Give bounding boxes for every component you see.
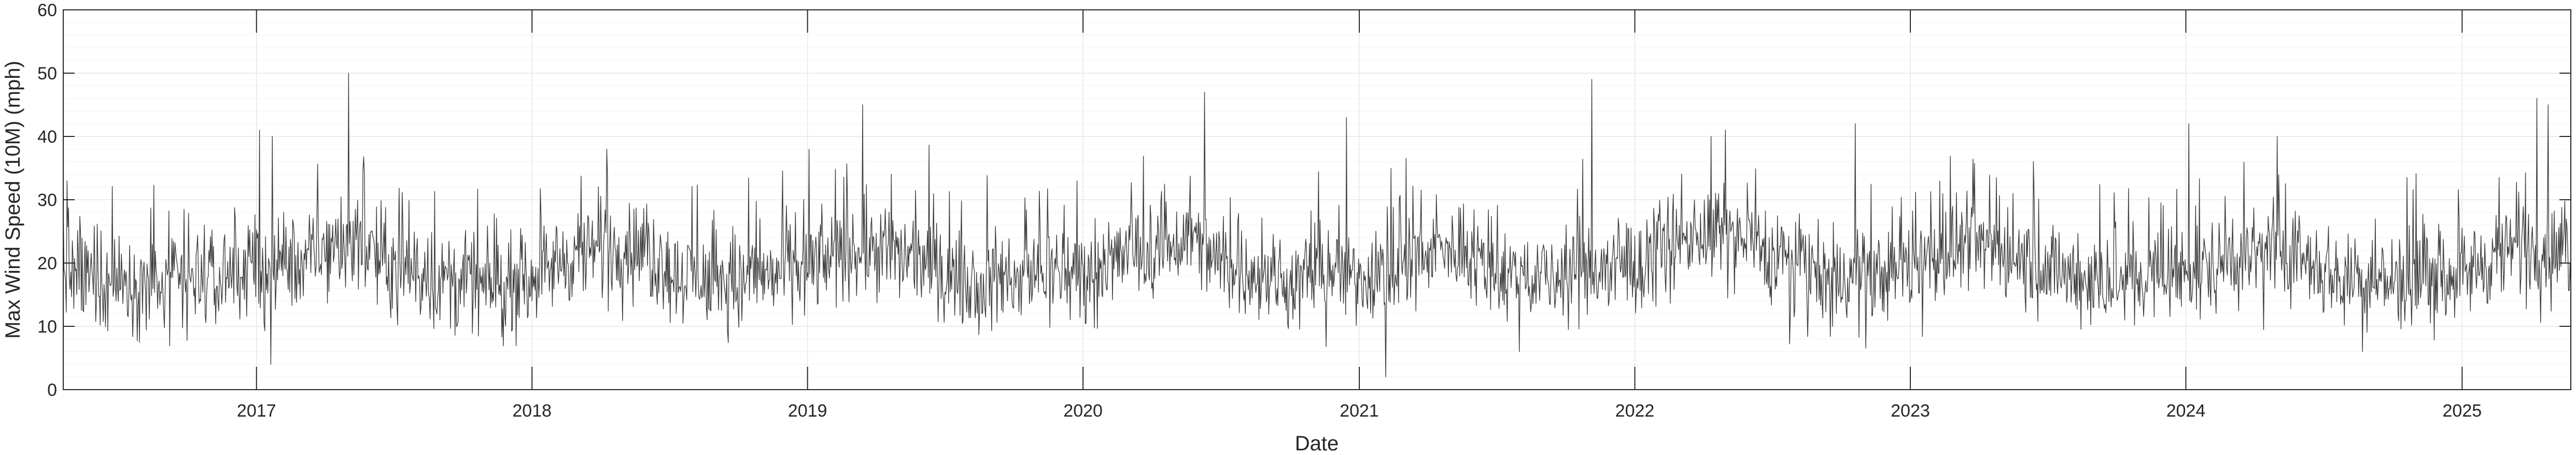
y-tick-labels: 0 10 20 30 40 50 60 [37,1,57,400]
axis-ticks [63,9,2571,390]
y-tick-label: 0 [47,380,57,400]
x-tick-label: 2019 [788,401,827,421]
x-tick-label: 2022 [1615,401,1655,421]
x-tick-label: 2025 [2443,401,2482,421]
y-tick-label: 50 [37,64,57,84]
x-tick-label: 2017 [237,401,276,421]
y-axis-label: Max Wind Speed (10M) (mph) [2,61,24,339]
x-tick-label: 2024 [2166,401,2206,421]
x-tick-labels: 2017 2018 2019 2020 2021 2022 2023 2024 2025 [237,401,2482,421]
series-layer [63,73,2571,378]
series-line-max-wind-speed [63,73,2571,378]
y-tick-label: 20 [37,254,57,273]
x-tick-label: 2020 [1063,401,1103,421]
y-tick-label: 40 [37,127,57,147]
y-tick-label: 60 [37,1,57,20]
x-tick-label: 2018 [512,401,552,421]
x-tick-label: 2021 [1340,401,1379,421]
grid-lines [63,9,2571,390]
y-tick-label: 30 [37,190,57,210]
x-axis-label: Date [1295,432,1339,455]
y-tick-label: 10 [37,317,57,337]
x-tick-label: 2023 [1891,401,1930,421]
